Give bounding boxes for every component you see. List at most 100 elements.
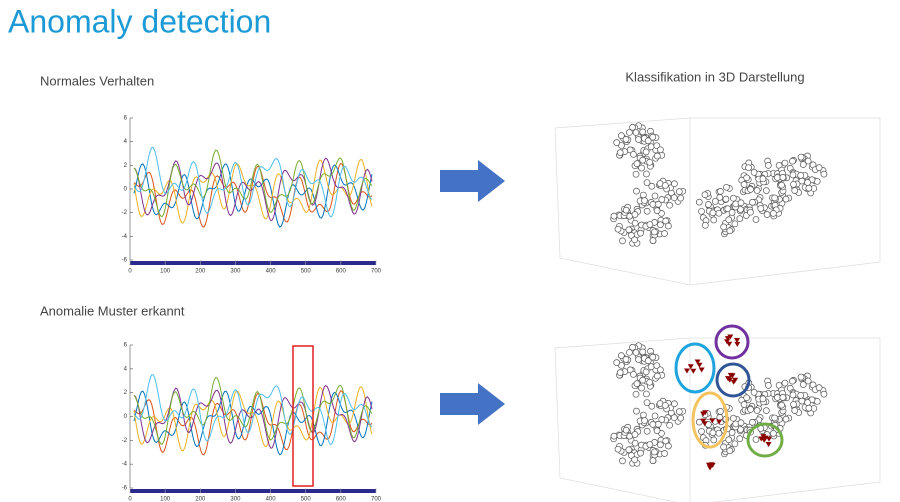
point: [720, 443, 727, 451]
point: [637, 449, 644, 457]
x-tick-label: 700: [371, 269, 382, 275]
point: [749, 198, 756, 206]
point: [726, 227, 734, 235]
point: [740, 181, 748, 188]
point: [726, 447, 734, 455]
point: [797, 373, 805, 381]
x-tick-label: 500: [301, 269, 312, 275]
anomaly-point: [765, 436, 772, 442]
point: [715, 209, 723, 217]
point: [642, 368, 650, 376]
point: [804, 399, 811, 406]
point: [647, 143, 655, 151]
point: [638, 384, 645, 392]
point: [657, 366, 664, 374]
scatter-3d: [554, 117, 881, 286]
point: [618, 142, 625, 149]
point: [743, 174, 751, 182]
point: [657, 221, 664, 229]
point: [648, 182, 656, 190]
point: [724, 205, 732, 213]
point: [759, 395, 767, 403]
anomaly-point: [698, 367, 705, 373]
y-tick-label: -4: [122, 234, 128, 240]
point: [670, 194, 678, 202]
y-tick-label: 4: [124, 366, 128, 372]
point: [643, 179, 651, 186]
signal-line: [133, 149, 373, 218]
signal-line: [133, 390, 373, 456]
point: [747, 406, 754, 413]
point: [798, 397, 806, 405]
point: [631, 431, 639, 438]
point: [643, 427, 651, 435]
point: [657, 146, 664, 154]
point: [662, 437, 670, 445]
point: [750, 388, 758, 396]
panel-label: Anomalie Muster erkannt: [40, 303, 185, 318]
point: [710, 216, 718, 224]
right-title: Klassifikation in 3D Darstellung: [625, 69, 804, 84]
point: [759, 175, 767, 183]
point: [747, 208, 754, 216]
point: [665, 222, 672, 230]
point: [610, 432, 618, 440]
signal-line: [133, 374, 373, 446]
point: [643, 170, 650, 178]
y-tick-label: -6: [122, 486, 128, 492]
x-tick-label: 100: [160, 269, 171, 275]
anomaly-point: [734, 341, 741, 347]
point: [625, 446, 633, 454]
panel-label: Normales Verhalten: [40, 73, 154, 88]
point: [630, 150, 637, 158]
point: [626, 129, 633, 136]
point: [649, 237, 657, 244]
anomaly-point: [727, 334, 734, 340]
point: [641, 417, 648, 424]
point: [622, 206, 630, 214]
point: [622, 426, 630, 434]
point: [647, 363, 655, 371]
point: [626, 349, 633, 356]
x-tick-label: 400: [266, 497, 277, 502]
point: [820, 390, 828, 398]
point: [622, 356, 630, 363]
point: [805, 184, 813, 192]
point: [747, 186, 754, 193]
point: [637, 229, 644, 237]
point: [743, 394, 751, 402]
point: [632, 349, 640, 356]
point: [658, 416, 666, 423]
point: [622, 136, 630, 143]
point: [717, 188, 724, 195]
point: [701, 191, 709, 199]
point: [745, 164, 752, 172]
anomaly-point: [732, 377, 739, 383]
point: [613, 359, 621, 366]
anomaly-point: [687, 364, 694, 370]
x-tick-label: 700: [371, 497, 382, 502]
point: [618, 132, 625, 139]
anomaly-point: [724, 339, 731, 345]
signal-line: [133, 159, 373, 224]
point: [731, 440, 739, 448]
anomaly-circle: [714, 324, 750, 360]
anomaly-point: [758, 436, 765, 442]
point: [665, 442, 672, 450]
scatter-3d: [554, 324, 881, 502]
y-tick-label: 2: [124, 163, 128, 169]
box-frame: [554, 117, 881, 286]
x-colorbar: [130, 489, 376, 493]
point: [619, 237, 626, 245]
point: [778, 401, 785, 409]
anomaly-point: [716, 419, 723, 425]
point: [736, 215, 744, 222]
anomaly-circle: [715, 362, 751, 398]
point: [779, 174, 787, 181]
point: [771, 414, 778, 422]
point: [725, 216, 733, 224]
point: [730, 194, 737, 202]
anomaly-point: [690, 368, 697, 374]
point: [639, 348, 647, 356]
point: [782, 415, 790, 423]
